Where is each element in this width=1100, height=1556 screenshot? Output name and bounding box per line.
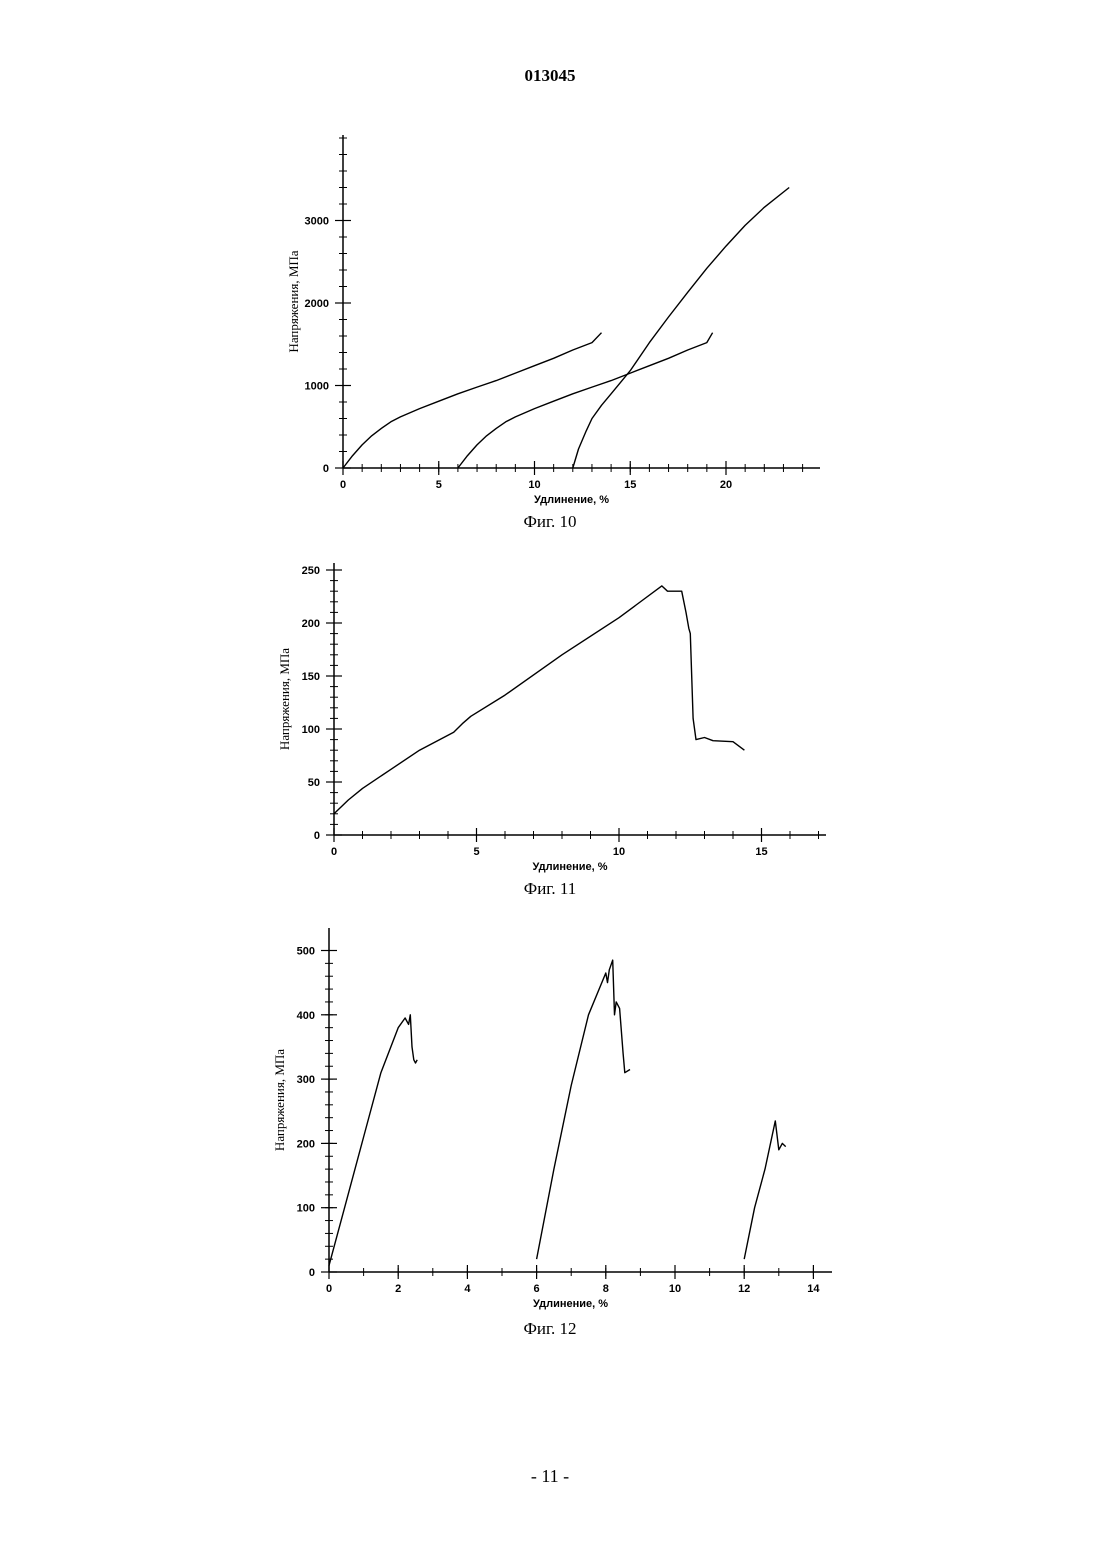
- x-tick-label: 6: [534, 1283, 540, 1295]
- y-tick-label: 250: [302, 565, 320, 577]
- x-axis-title: Удлинение, %: [534, 494, 609, 506]
- y-tick-label: 0: [314, 830, 320, 842]
- x-tick-label: 4: [464, 1283, 471, 1295]
- y-axis-title: Напряжения, МПа: [272, 1049, 287, 1151]
- x-tick-label: 5: [473, 846, 479, 858]
- figure-12: 0 2 4 6 8 10 12 14 0 100 200 300 400 500 Удлинение, % Н…: [0, 920, 1100, 1315]
- x-tick-label: 0: [331, 846, 337, 858]
- y-axis-title: Напряжения, МПа: [277, 648, 292, 750]
- x-tick-label: 0: [326, 1283, 332, 1295]
- series-line-3: [744, 1121, 786, 1259]
- y-tick-label: 100: [297, 1203, 315, 1215]
- x-tick-label: 10: [528, 479, 540, 491]
- x-tick-label: 10: [613, 846, 625, 858]
- figure-11-caption: Фиг. 11: [0, 879, 1100, 899]
- figure-10-caption: Фиг. 10: [0, 512, 1100, 532]
- y-tick-label: 400: [297, 1010, 315, 1022]
- figure-12-chart: 0 2 4 6 8 10 12 14 0 100 200 300 400 500 Удлинение, % Н…: [0, 920, 1100, 1315]
- y-tick-label: 300: [297, 1074, 315, 1086]
- x-tick-label: 2: [395, 1283, 401, 1295]
- x-tick-label: 15: [624, 479, 636, 491]
- series-line-1: [343, 333, 602, 468]
- y-tick-label: 0: [309, 1267, 315, 1279]
- x-tick-label: 10: [669, 1283, 681, 1295]
- series-line-3: [573, 188, 789, 469]
- y-tick-label: 100: [302, 724, 320, 736]
- figure-10-chart: 0 5 10 15 20 0 1000 2000 3000 Удлинение, % Напряже…: [0, 130, 1100, 510]
- y-tick-label: 50: [308, 777, 320, 789]
- x-axis-title: Удлинение, %: [532, 861, 607, 873]
- x-axis-title: Удлинение, %: [533, 1298, 608, 1310]
- y-tick-label: 500: [297, 946, 315, 958]
- y-tick-label: 200: [302, 618, 320, 630]
- x-tick-label: 0: [340, 479, 346, 491]
- series-line-1: [334, 586, 744, 814]
- series-line-2: [458, 333, 713, 468]
- y-tick-label: 0: [323, 463, 329, 475]
- y-tick-label: 150: [302, 671, 320, 683]
- figure-11-chart: 051015050100150200250Удлинение, %Напряже…: [0, 555, 1100, 875]
- x-tick-label: 5: [436, 479, 442, 491]
- x-tick-label: 12: [738, 1283, 750, 1295]
- figure-10: 0 5 10 15 20 0 1000 2000 3000 Удлинение, % Напряже…: [0, 130, 1100, 510]
- y-tick-label: 2000: [305, 298, 329, 310]
- series-line-2: [537, 960, 630, 1259]
- y-tick-label: 1000: [305, 381, 329, 393]
- y-tick-label: 3000: [305, 216, 329, 228]
- x-tick-label: 20: [720, 479, 732, 491]
- x-tick-label: 8: [603, 1283, 609, 1295]
- series-line-1: [329, 1015, 417, 1266]
- figure-12-caption: Фиг. 12: [0, 1319, 1100, 1339]
- document-number: 013045: [0, 66, 1100, 86]
- y-axis-title: Напряжения, МПа: [286, 250, 301, 352]
- x-tick-label: 15: [755, 846, 767, 858]
- figure-11: 051015050100150200250Удлинение, %Напряже…: [0, 555, 1100, 875]
- y-tick-label: 200: [297, 1138, 315, 1150]
- x-tick-label: 14: [807, 1283, 820, 1295]
- page-number: - 11 -: [0, 1466, 1100, 1487]
